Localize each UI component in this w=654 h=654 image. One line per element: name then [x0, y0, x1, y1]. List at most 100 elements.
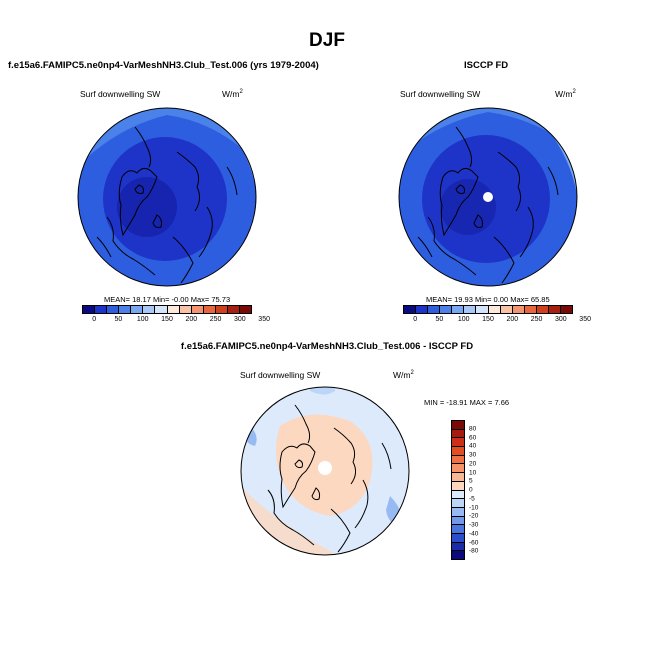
colorbar-swatch	[452, 499, 464, 508]
colorbar-tick-label: 5	[469, 477, 473, 485]
colorbar-swatch	[452, 533, 464, 543]
colorbar-swatch	[452, 306, 465, 313]
colorbar-swatch	[240, 306, 252, 313]
colorbar-tick-label: 150	[161, 316, 173, 323]
colorbar-tick-label: 200	[185, 316, 198, 323]
model-panel-title: f.e15a6.FAMIPC5.ne0np4-VarMeshNH3.Club_T…	[8, 60, 319, 71]
colorbar-swatch	[452, 464, 464, 474]
obs-colorbar-swatches	[403, 305, 573, 314]
colorbar-tick-label: 350	[258, 316, 270, 323]
diff-panel-title: f.e15a6.FAMIPC5.ne0np4-VarMeshNH3.Club_T…	[180, 341, 474, 352]
colorbar-swatch	[452, 507, 464, 517]
colorbar-swatch	[476, 306, 489, 313]
colorbar-swatch	[548, 306, 562, 313]
colorbar-swatch	[464, 306, 477, 313]
colorbar-swatch	[428, 306, 441, 313]
colorbar-swatch	[227, 306, 241, 313]
colorbar-tick-label: 100	[136, 316, 149, 323]
colorbar-swatch	[143, 306, 156, 313]
colorbar-swatch	[452, 447, 464, 456]
obs-colorbar: 0 50 100 150 200 250 300 350	[403, 305, 591, 326]
obs-colorbar-ticks: 0 50 100 150 200 250 300 350	[403, 316, 591, 326]
colorbar-swatch	[452, 421, 464, 430]
colorbar-swatch	[416, 306, 429, 313]
colorbar-tick-label: -80	[469, 547, 479, 555]
colorbar-swatch	[83, 306, 96, 313]
colorbar-swatch	[452, 525, 464, 534]
colorbar-tick-label: -40	[469, 530, 479, 538]
colorbar-tick-label: 350	[579, 316, 591, 323]
colorbar-swatch	[95, 306, 108, 313]
model-colorbar-ticks: 0 50 100 150 200 250 300 350	[82, 316, 270, 326]
colorbar-swatch	[452, 438, 464, 448]
colorbar-swatch	[500, 306, 513, 313]
colorbar-tick-label: -10	[469, 504, 479, 511]
model-units-label: W/m2	[222, 89, 243, 99]
colorbar-tick-label: -60	[469, 539, 479, 546]
obs-units-label: W/m2	[555, 89, 576, 99]
colorbar-swatch	[452, 551, 464, 559]
colorbar-tick-label: 300	[555, 316, 567, 323]
diff-colorbar: 80 60 40 30 20 10 5 0 -5 -10 -20 -30 -40 -60 -80	[451, 420, 478, 560]
diff-units-label: W/m2	[393, 370, 414, 380]
colorbar-swatch	[191, 306, 204, 313]
colorbar-tick-label: 40	[469, 442, 477, 450]
colorbar-swatch	[452, 455, 464, 465]
obs-stats: MEAN= 19.93 Min= 0.00 Max= 65.85	[426, 295, 550, 304]
colorbar-swatch	[561, 306, 573, 313]
colorbar-tick-label: 300	[234, 316, 246, 323]
colorbar-swatch	[167, 306, 180, 313]
colorbar-swatch	[215, 306, 228, 313]
colorbar-swatch	[536, 306, 549, 313]
colorbar-tick-label: 30	[469, 451, 477, 459]
colorbar-tick-label: 250	[530, 316, 543, 323]
page-title: DJF	[309, 30, 345, 51]
colorbar-swatch	[452, 542, 464, 552]
colorbar-swatch	[488, 306, 501, 313]
model-colorbar: 0 50 100 150 200 250 300 350	[82, 305, 270, 326]
colorbar-swatch	[452, 481, 464, 491]
diff-polar-map	[240, 386, 410, 556]
model-variable-label: Surf downwelling SW	[80, 89, 161, 99]
colorbar-tick-label: 10	[469, 469, 477, 476]
obs-variable-label: Surf downwelling SW	[400, 89, 481, 99]
colorbar-swatch	[452, 429, 464, 439]
colorbar-swatch	[452, 490, 464, 500]
obs-polar-map	[398, 107, 578, 287]
colorbar-swatch	[440, 306, 453, 313]
colorbar-swatch	[107, 306, 120, 313]
diff-variable-label: Surf downwelling SW	[240, 370, 321, 380]
colorbar-swatch	[404, 306, 417, 313]
colorbar-tick-label: 50	[435, 316, 444, 323]
model-stats: MEAN= 18.17 Min= -0.00 Max= 75.73	[104, 295, 231, 304]
colorbar-tick-label: 80	[469, 425, 477, 433]
colorbar-tick-label: 0	[92, 316, 97, 323]
colorbar-tick-label: -30	[469, 521, 479, 529]
colorbar-tick-label: 100	[457, 316, 470, 323]
colorbar-tick-label: -20	[469, 512, 479, 520]
colorbar-swatch	[512, 306, 525, 313]
colorbar-swatch	[131, 306, 144, 313]
colorbar-tick-label: 150	[482, 316, 494, 323]
colorbar-swatch	[179, 306, 192, 313]
colorbar-tick-label: 0	[413, 316, 418, 323]
colorbar-tick-label: 60	[469, 434, 477, 441]
colorbar-swatch	[452, 516, 464, 526]
model-polar-map	[77, 107, 257, 287]
colorbar-tick-label: 20	[469, 460, 477, 468]
colorbar-tick-label: 250	[209, 316, 222, 323]
model-colorbar-swatches	[82, 305, 252, 314]
colorbar-tick-label: 200	[506, 316, 519, 323]
obs-panel-title: ISCCP FD	[464, 60, 509, 71]
colorbar-swatch	[119, 306, 132, 313]
diff-colorbar-swatches	[451, 420, 465, 560]
colorbar-swatch	[155, 306, 168, 313]
colorbar-swatch	[203, 306, 216, 313]
diff-colorbar-ticks: 80 60 40 30 20 10 5 0 -5 -10 -20 -30 -40 -60 -80	[469, 420, 499, 560]
colorbar-tick-label: 0	[469, 486, 473, 494]
colorbar-tick-label: -5	[469, 495, 475, 503]
colorbar-swatch	[452, 473, 464, 482]
colorbar-swatch	[524, 306, 537, 313]
colorbar-tick-label: 50	[114, 316, 123, 323]
diff-stats: MIN = -18.91 MAX = 7.66	[424, 398, 510, 407]
